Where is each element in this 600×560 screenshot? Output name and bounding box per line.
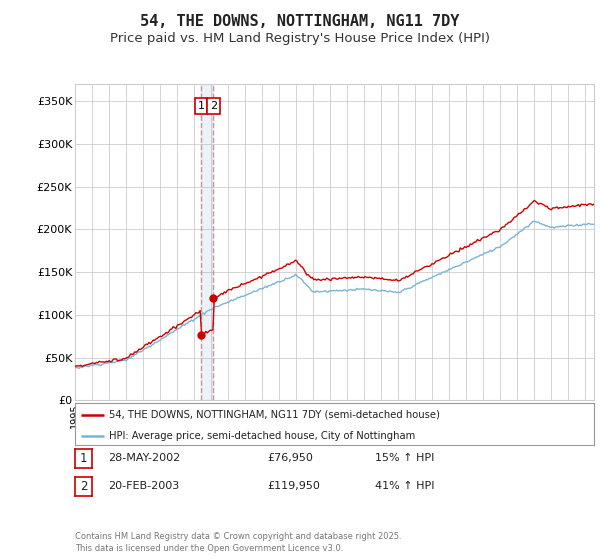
Text: 1: 1	[80, 452, 87, 465]
Text: Contains HM Land Registry data © Crown copyright and database right 2025.
This d: Contains HM Land Registry data © Crown c…	[75, 532, 401, 553]
Text: 20-FEB-2003: 20-FEB-2003	[108, 481, 179, 491]
Text: 54, THE DOWNS, NOTTINGHAM, NG11 7DY: 54, THE DOWNS, NOTTINGHAM, NG11 7DY	[140, 14, 460, 29]
Bar	[201, 84, 214, 400]
Text: £119,950: £119,950	[267, 481, 320, 491]
Text: 2: 2	[210, 101, 217, 111]
Text: HPI: Average price, semi-detached house, City of Nottingham: HPI: Average price, semi-detached house,…	[109, 431, 415, 441]
Text: 28-MAY-2002: 28-MAY-2002	[108, 453, 180, 463]
Text: 2: 2	[80, 480, 87, 493]
Text: £76,950: £76,950	[267, 453, 313, 463]
Text: 15% ↑ HPI: 15% ↑ HPI	[375, 453, 434, 463]
Text: Price paid vs. HM Land Registry's House Price Index (HPI): Price paid vs. HM Land Registry's House …	[110, 32, 490, 45]
Text: 54, THE DOWNS, NOTTINGHAM, NG11 7DY (semi-detached house): 54, THE DOWNS, NOTTINGHAM, NG11 7DY (sem…	[109, 410, 440, 420]
Text: 1: 1	[197, 101, 205, 111]
Text: 41% ↑ HPI: 41% ↑ HPI	[375, 481, 434, 491]
